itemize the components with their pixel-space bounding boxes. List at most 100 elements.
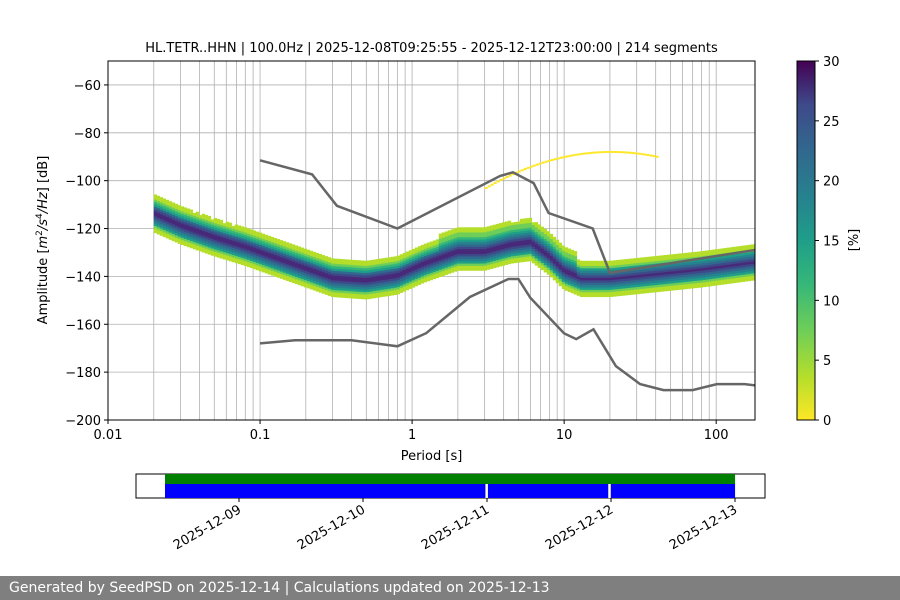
heatmap-cell: [162, 212, 167, 216]
heatmap-cell: [625, 151, 629, 154]
heatmap-cell: [264, 265, 269, 269]
heatmap-cell: [519, 221, 524, 225]
heatmap-cell: [477, 236, 482, 240]
heatmap-cell: [369, 291, 374, 294]
heatmap-cell: [579, 289, 584, 293]
heatmap-cell: [480, 227, 485, 231]
heatmap-cell: [270, 246, 275, 250]
heatmap-cell: [279, 268, 284, 272]
heatmap-cell: [318, 285, 323, 288]
heatmap-cell: [240, 243, 245, 246]
heatmap-cell: [285, 244, 290, 248]
heatmap-cell: [312, 268, 317, 272]
heatmap-cell: [615, 288, 620, 292]
heatmap-cell: [327, 276, 332, 280]
heatmap-cell: [315, 284, 320, 287]
heatmap-cell: [225, 243, 230, 247]
heatmap-cell: [552, 263, 557, 266]
heatmap-cell: [492, 241, 497, 245]
heatmap-cell: [513, 241, 518, 244]
heatmap-cell: [657, 260, 662, 264]
heatmap-cell: [426, 244, 431, 248]
heatmap-cell: [285, 266, 290, 269]
heatmap-cell: [687, 276, 692, 280]
heatmap-cell: [546, 262, 551, 266]
heatmap-cell: [717, 272, 722, 276]
heatmap-cell: [492, 255, 497, 259]
heatmap-cell: [432, 250, 437, 253]
heatmap-cell: [747, 259, 752, 262]
heatmap-cell: [729, 249, 734, 253]
heatmap-cell: [387, 276, 392, 280]
heatmap-cell: [582, 279, 587, 283]
heatmap-cell: [336, 282, 341, 286]
heatmap-cell: [489, 247, 494, 250]
heatmap-cell: [663, 288, 668, 292]
heatmap-cell: [612, 281, 617, 285]
heatmap-cell: [705, 271, 710, 275]
heatmap-cell: [651, 270, 656, 274]
heatmap-cell: [405, 277, 410, 281]
heatmap-cell: [720, 262, 725, 266]
heatmap-cell: [603, 287, 608, 290]
heatmap-cell: [402, 279, 407, 283]
heatmap-cell: [402, 281, 407, 285]
x-tick-label: 10: [556, 428, 573, 443]
heatmap-cell: [390, 268, 395, 272]
heatmap-cell: [561, 274, 566, 278]
heatmap-cell: [612, 286, 617, 290]
heatmap-cell: [603, 272, 608, 276]
heatmap-cell: [183, 216, 188, 220]
heatmap-cell: [204, 245, 209, 249]
heatmap-cell: [369, 274, 374, 278]
heatmap-cell: [201, 235, 206, 239]
heatmap-cell: [321, 262, 326, 266]
heatmap-cell: [303, 253, 308, 257]
heatmap-cell: [360, 286, 365, 290]
colorbar-tick-label: 15: [823, 235, 840, 250]
heatmap-cell: [201, 244, 206, 248]
heatmap-cell: [534, 250, 539, 254]
heatmap-cell: [489, 259, 494, 262]
heatmap-cell: [393, 289, 398, 293]
heatmap-cell: [543, 243, 548, 247]
heatmap-cell: [180, 218, 185, 222]
heatmap-cell: [684, 276, 689, 280]
heatmap-cell: [204, 222, 209, 225]
heatmap-cell: [333, 263, 338, 267]
heatmap-cell: [222, 247, 227, 250]
heatmap-cell: [423, 267, 428, 271]
heatmap-cell: [726, 278, 731, 282]
heatmap-cell: [753, 251, 755, 255]
heatmap-cell: [564, 280, 569, 284]
heatmap-cell: [462, 244, 467, 247]
heatmap-cell: [705, 252, 710, 256]
heatmap-cell: [309, 262, 314, 266]
heatmap-cell: [684, 279, 689, 282]
heatmap-cell: [486, 245, 491, 249]
heatmap-cell: [660, 269, 665, 273]
heatmap-cell: [612, 291, 617, 295]
heatmap-cell: [627, 285, 632, 288]
heatmap-cell: [603, 294, 608, 298]
heatmap-cell: [672, 266, 677, 269]
heatmap-cell: [531, 258, 536, 261]
heatmap-cell: [267, 250, 272, 254]
heatmap-cell: [285, 256, 290, 260]
heatmap-cell: [201, 230, 206, 234]
heatmap-cell: [228, 229, 233, 233]
heatmap-cell: [534, 260, 539, 264]
heatmap-cell: [357, 265, 362, 268]
heatmap-cell: [699, 284, 704, 288]
heatmap-cell: [282, 265, 287, 268]
heatmap-cell: [396, 281, 401, 285]
heatmap-cell: [732, 265, 737, 269]
heatmap-cell: [708, 262, 713, 265]
heatmap-cell: [477, 263, 482, 266]
heatmap-cell: [477, 248, 482, 252]
heatmap-cell: [565, 155, 569, 158]
heatmap-cell: [168, 208, 173, 212]
heatmap-cell: [616, 151, 620, 154]
heatmap-cell: [384, 276, 389, 280]
heatmap-cell: [348, 293, 353, 296]
